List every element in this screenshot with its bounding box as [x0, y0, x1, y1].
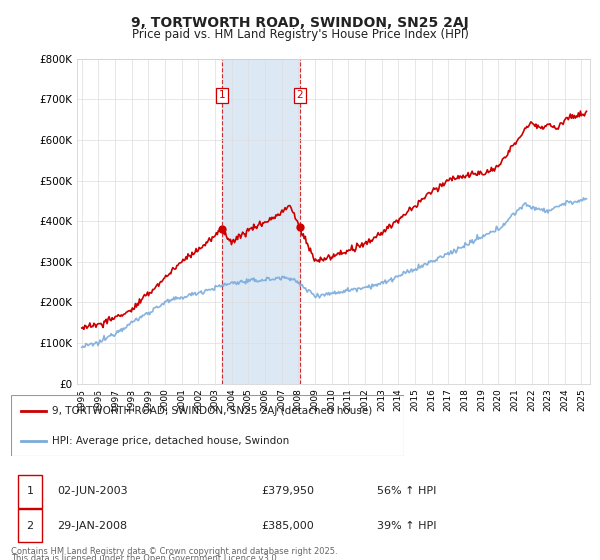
Text: 29-JAN-2008: 29-JAN-2008 [58, 521, 127, 531]
Text: Price paid vs. HM Land Registry's House Price Index (HPI): Price paid vs. HM Land Registry's House … [131, 28, 469, 41]
Text: 39% ↑ HPI: 39% ↑ HPI [377, 521, 437, 531]
Text: 56% ↑ HPI: 56% ↑ HPI [377, 486, 437, 496]
Text: 02-JUN-2003: 02-JUN-2003 [58, 486, 128, 496]
Bar [18, 474, 42, 507]
Text: Contains HM Land Registry data © Crown copyright and database right 2025.: Contains HM Land Registry data © Crown c… [11, 547, 337, 556]
Text: 9, TORTWORTH ROAD, SWINDON, SN25 2AJ (detached house): 9, TORTWORTH ROAD, SWINDON, SN25 2AJ (de… [52, 407, 373, 417]
Text: 1: 1 [26, 486, 34, 496]
Text: 1: 1 [219, 90, 226, 100]
Text: HPI: Average price, detached house, Swindon: HPI: Average price, detached house, Swin… [52, 436, 289, 446]
Bar [222, 59, 299, 384]
Text: 2: 2 [296, 90, 303, 100]
Text: 2: 2 [26, 521, 34, 531]
Text: £385,000: £385,000 [261, 521, 314, 531]
Text: £379,950: £379,950 [261, 486, 314, 496]
Bar [18, 509, 42, 542]
Text: 9, TORTWORTH ROAD, SWINDON, SN25 2AJ: 9, TORTWORTH ROAD, SWINDON, SN25 2AJ [131, 16, 469, 30]
Text: This data is licensed under the Open Government Licence v3.0.: This data is licensed under the Open Gov… [11, 554, 279, 560]
